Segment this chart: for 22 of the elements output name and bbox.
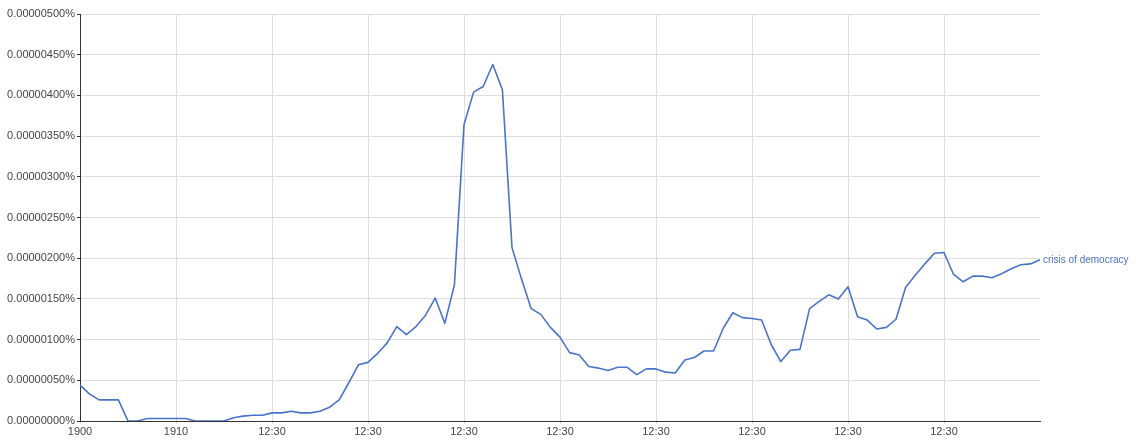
- y-tick-label: 0.00000150%: [7, 291, 76, 304]
- x-tick-label: 1910: [163, 424, 189, 437]
- x-tick-label: 12:30: [930, 424, 958, 437]
- y-tick-label: 0.00000200%: [7, 251, 76, 264]
- y-tick-label: 0.00000350%: [7, 129, 76, 142]
- x-tick-label: 12:30: [450, 424, 478, 437]
- series-label: crisis of democracy: [1043, 253, 1129, 265]
- y-tick-label: 0.00000400%: [7, 88, 76, 101]
- x-tick-label: 12:30: [354, 424, 382, 437]
- x-tick-label: 12:30: [738, 424, 766, 437]
- y-tick-label: 0.00000300%: [7, 169, 76, 182]
- x-tick-label: 12:30: [834, 424, 862, 437]
- y-tick-label: 0.00000050%: [7, 373, 76, 386]
- y-tick-label: 0.00000450%: [7, 47, 76, 60]
- y-tick-label: 0.00000250%: [7, 210, 76, 223]
- x-tick-label: 12:30: [258, 424, 286, 437]
- x-tick-label: 12:30: [642, 424, 670, 437]
- y-tick-label: 0.00000100%: [7, 332, 76, 345]
- y-tick-label: 0.00000500%: [7, 7, 76, 20]
- x-tick-label: 12:30: [546, 424, 574, 437]
- x-tick-label: 1900: [67, 424, 93, 437]
- y-tick-label: 0.00000000%: [7, 414, 76, 427]
